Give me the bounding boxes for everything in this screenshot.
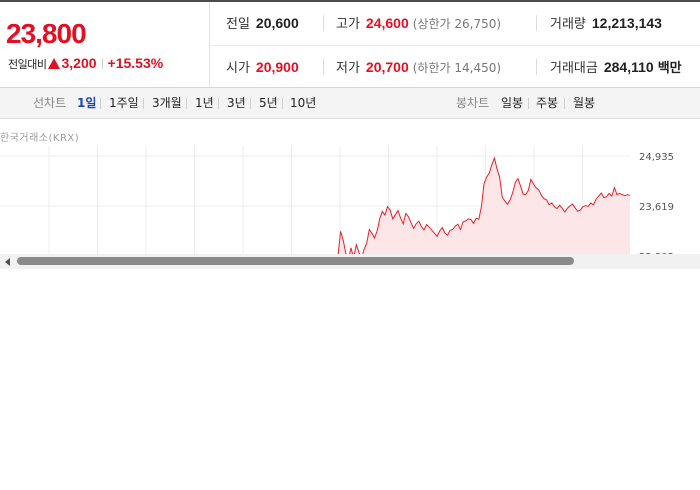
change-row: 전일대비 3,200 +15.53% — [8, 55, 163, 72]
current-price: 23,800 — [6, 18, 87, 49]
divider — [323, 59, 324, 75]
candle-tab-weekly[interactable]: 주봉 — [536, 96, 559, 110]
divider — [250, 98, 251, 109]
y-tick-label: 22,303 — [639, 252, 674, 254]
stat-value: 284,110 — [603, 59, 654, 75]
stat-volume: 거래량 12,213,143 — [550, 2, 662, 45]
divider — [101, 58, 103, 69]
price-box: 23,800 전일대비 3,200 +15.53% — [0, 2, 210, 88]
exchange-source-label: 한국거래소(KRX) — [0, 133, 80, 144]
stat-value: 20,700 — [365, 59, 409, 75]
y-tick-label: 23,619 — [639, 202, 674, 213]
divider — [100, 98, 101, 109]
y-tick-label: 24,935 — [639, 152, 674, 163]
divider — [218, 98, 219, 109]
period-tab-3y[interactable]: 3년 — [227, 96, 246, 110]
candle-tab-monthly[interactable]: 월봉 — [573, 96, 596, 110]
stat-prev-close: 전일 20,600 — [226, 2, 299, 45]
price-chart-svg: 24,935 23,619 22,303 — [0, 146, 674, 254]
divider — [186, 98, 187, 109]
line-chart-label: 선차트 — [33, 96, 67, 110]
stat-unit: 백만 — [657, 61, 682, 76]
scrollbar-thumb[interactable] — [17, 257, 574, 265]
upper-limit: (상한가 26,750) — [412, 17, 502, 31]
stats-row: 시가 20,900 저가 20,700 (하한가 14,450) 거래대금 284,11… — [210, 46, 700, 89]
period-tab-3m[interactable]: 3개월 — [152, 96, 182, 110]
divider — [536, 59, 537, 75]
stat-value: 20,900 — [255, 59, 299, 75]
change-label: 전일대비 — [8, 58, 47, 71]
up-triangle-icon — [48, 58, 61, 69]
stat-label: 저가 — [336, 61, 360, 76]
period-tab-5y[interactable]: 5년 — [259, 96, 278, 110]
stat-label: 고가 — [336, 17, 360, 32]
candle-chart-label: 봉차트 — [456, 96, 490, 110]
price-line — [337, 156, 631, 254]
divider — [564, 98, 565, 109]
stats-row: 전일 20,600 고가 24,600 (상한가 26,750) 거래량 12,213,… — [210, 2, 700, 46]
stat-value: 20,600 — [255, 15, 299, 31]
divider — [536, 15, 537, 31]
price-summary: 23,800 전일대비 3,200 +15.53% 전일 20,600 고가 24,60… — [0, 0, 700, 88]
period-tab-1d[interactable]: 1일 — [77, 96, 97, 110]
stat-label: 거래량 — [550, 17, 586, 32]
stat-value: 12,213,143 — [591, 15, 662, 31]
divider — [143, 98, 144, 109]
price-area-fill — [338, 158, 630, 254]
stat-open: 시가 20,900 — [226, 46, 299, 89]
stat-high: 고가 24,600 (상한가 26,750) — [336, 2, 501, 45]
period-tab-1y[interactable]: 1년 — [195, 96, 214, 110]
price-chart: 24,935 23,619 22,303 — [0, 146, 700, 254]
stat-low: 저가 20,700 (하한가 14,450) — [336, 46, 501, 89]
candle-tab-daily[interactable]: 일봉 — [501, 96, 524, 110]
divider — [323, 15, 324, 31]
divider — [528, 98, 529, 109]
chart-scrollbar[interactable] — [0, 254, 700, 269]
stat-label: 시가 — [226, 61, 250, 76]
period-toolbar: 선차트 1일 1주일 3개월 1년 3년 5년 10년 봉차트 일봉 주봉 월봉 — [0, 88, 700, 119]
change-amount: 3,200 — [61, 55, 97, 71]
lower-limit: (하한가 14,450) — [412, 61, 502, 75]
change-percent: +15.53% — [107, 55, 164, 71]
divider — [282, 98, 283, 109]
stat-value: 24,600 — [365, 15, 409, 31]
period-tab-10y[interactable]: 10년 — [290, 96, 317, 110]
y-axis-ticks: 24,935 23,619 22,303 — [639, 152, 674, 254]
stat-trade-value: 거래대금 284,110 백만 — [550, 46, 682, 89]
scroll-left-arrow-icon[interactable] — [5, 258, 10, 266]
stats-table: 전일 20,600 고가 24,600 (상한가 26,750) 거래량 12,213,… — [210, 2, 700, 88]
stat-label: 거래대금 — [550, 61, 598, 76]
period-tab-1w[interactable]: 1주일 — [109, 96, 139, 110]
stat-label: 전일 — [226, 17, 250, 32]
